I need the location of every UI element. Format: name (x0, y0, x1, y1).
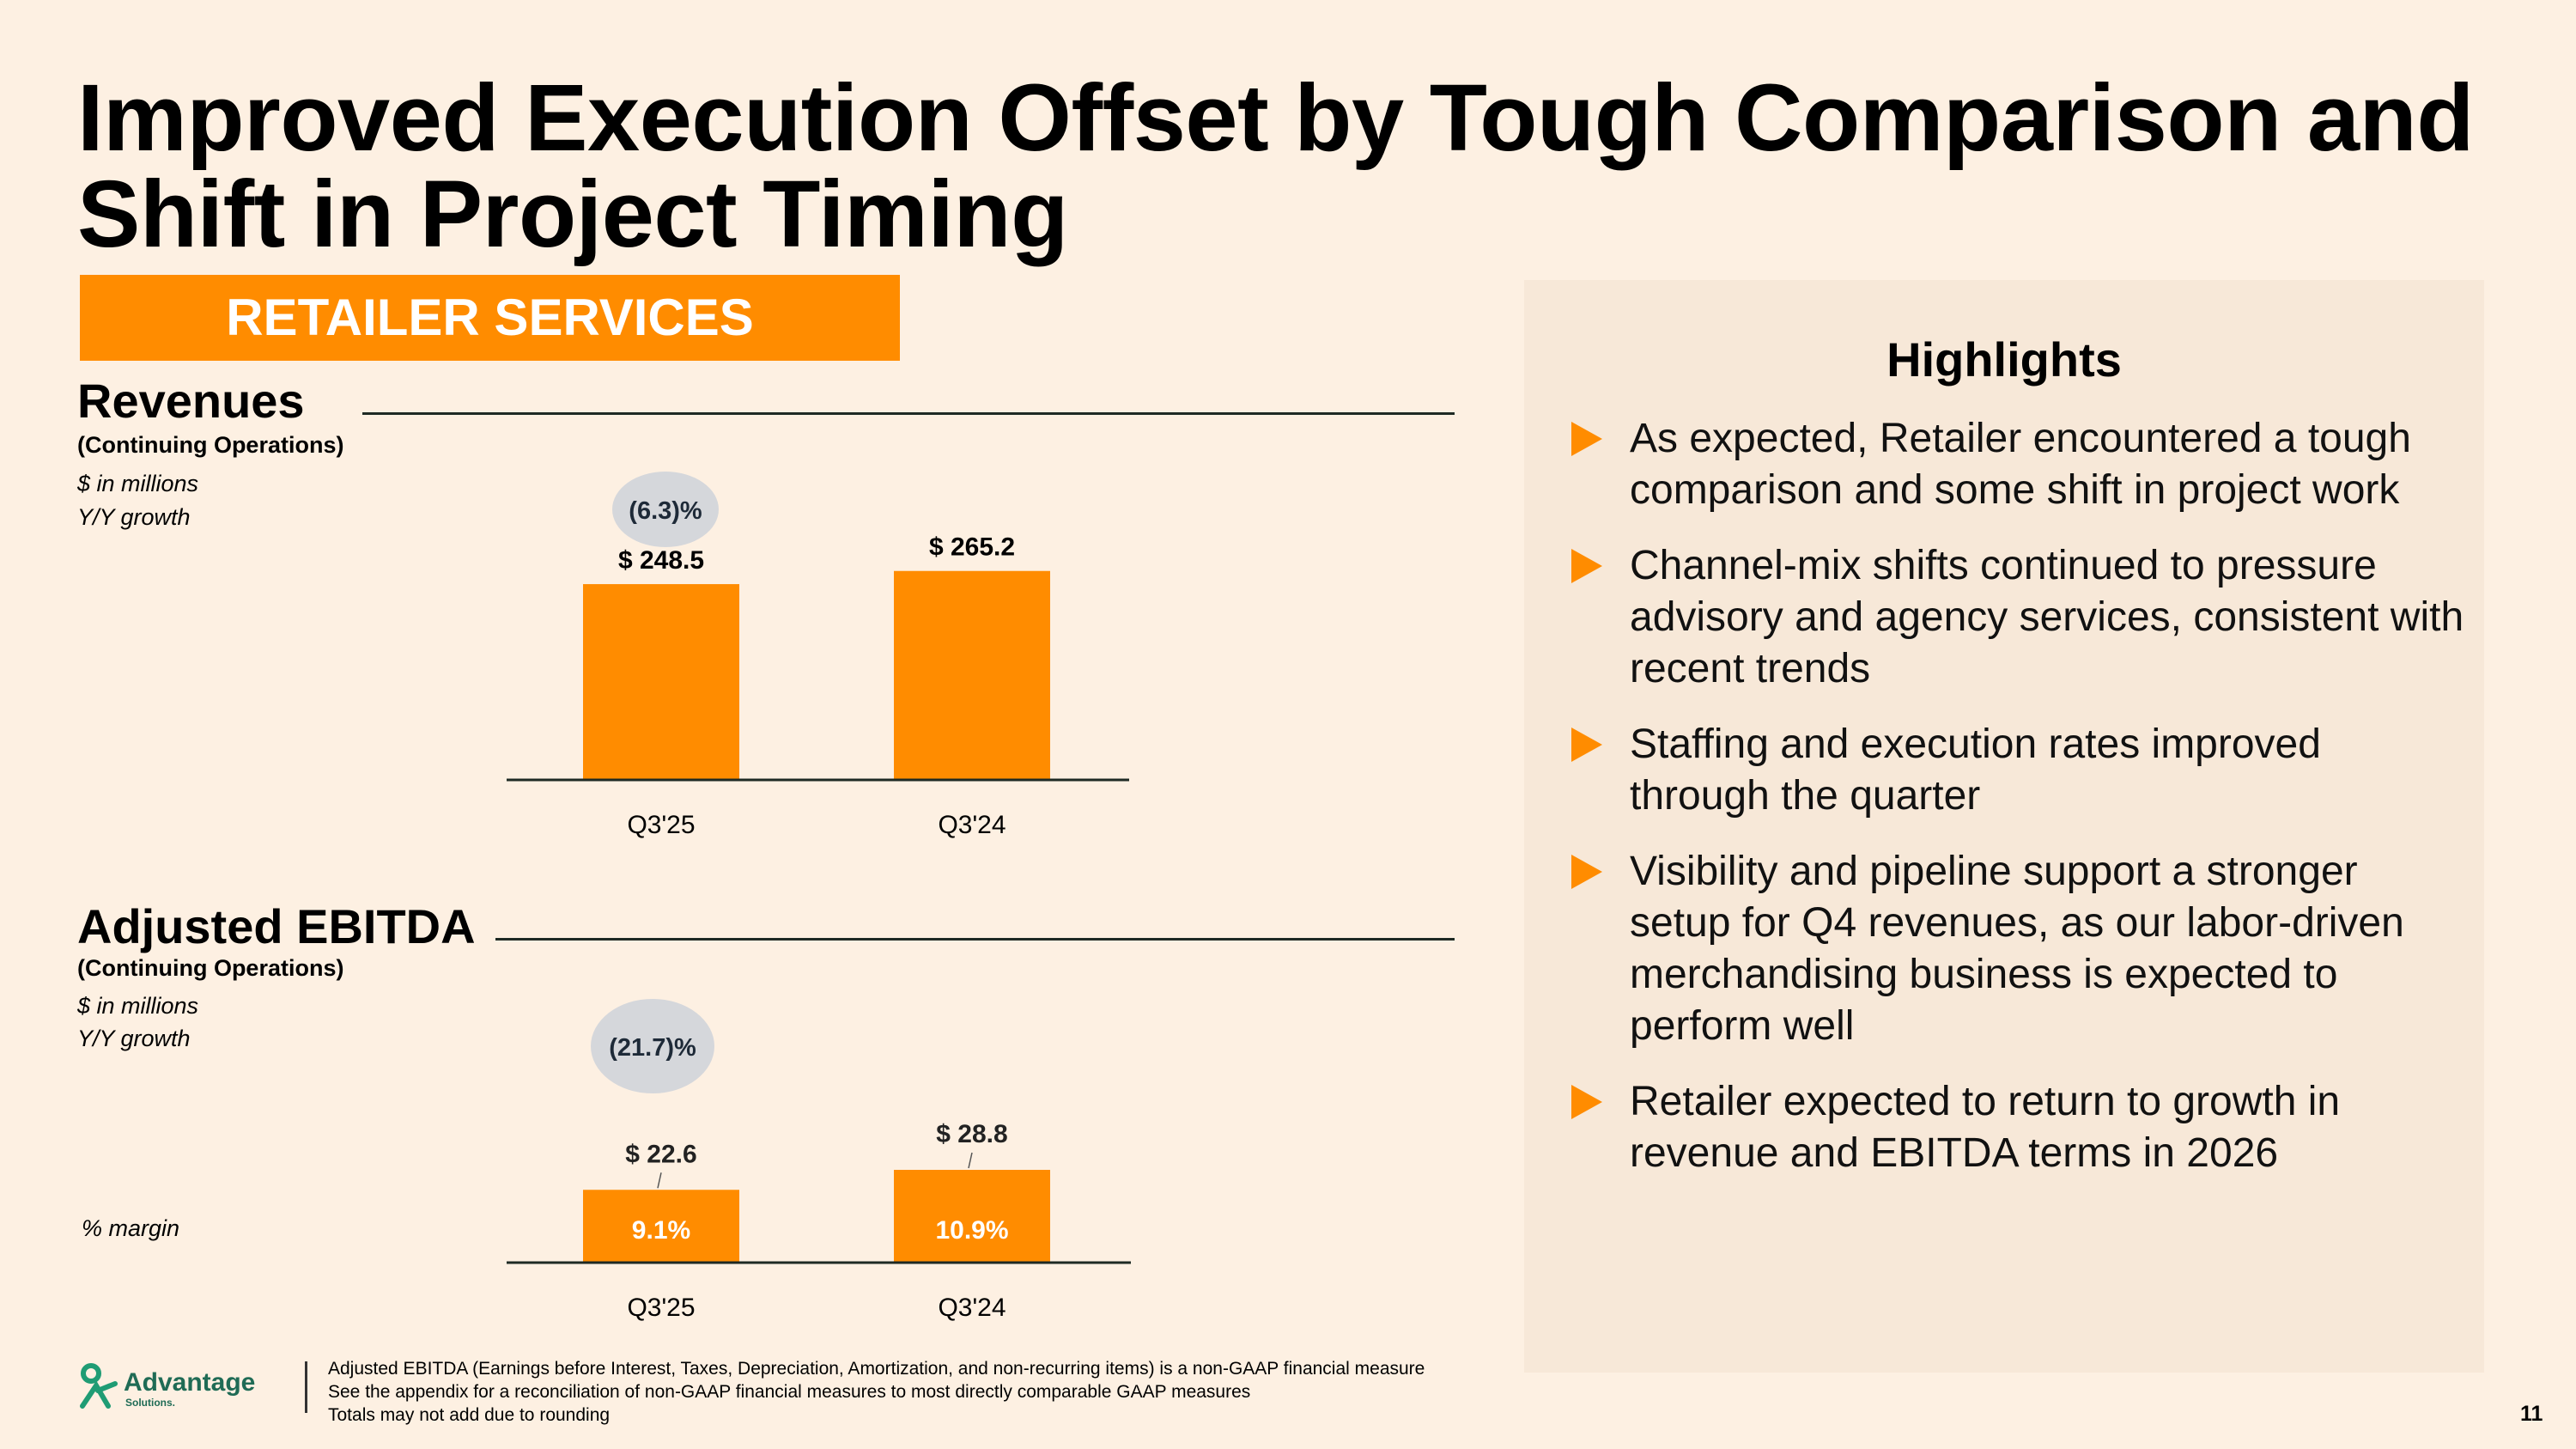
slide-title: Improved Execution Offset by Tough Compa… (77, 65, 2474, 267)
footnote: Totals may not add due to rounding (328, 1405, 611, 1425)
ebitda-category-label: Q3'24 (938, 1294, 1005, 1322)
footnote: See the appendix for a reconciliation of… (328, 1382, 1251, 1402)
section-banner: RETAILER SERVICES (80, 275, 900, 361)
page-number: 11 (2520, 1402, 2543, 1426)
revenues-category-label: Q3'25 (627, 811, 695, 839)
highlight-item: Retailer expected to return to growth in… (1571, 1076, 2464, 1179)
revenues-subtitle: (Continuing Operations) (77, 432, 344, 458)
arrow-bullet-icon (1571, 728, 1602, 762)
highlight-item: Staffing and execution rates improved th… (1571, 719, 2464, 822)
ebitda-subtitle: (Continuing Operations) (77, 955, 344, 981)
ebitda-rule (495, 938, 1455, 941)
highlight-text: Staffing and execution rates improved th… (1630, 721, 2321, 819)
ebitda-margin-label: 9.1% (632, 1216, 690, 1245)
arrow-bullet-icon (1571, 549, 1602, 583)
revenues-title: Revenues (77, 374, 305, 428)
advantage-logo-icon (80, 1363, 118, 1409)
ebitda-units: $ in millions (77, 993, 199, 1019)
ebitda-leader-line (968, 1152, 973, 1169)
ebitda-value-label: $ 22.6 (625, 1140, 696, 1168)
revenues-rule (362, 412, 1455, 415)
ebitda-growth-label: Y/Y growth (77, 1026, 191, 1051)
highlight-text: Visibility and pipeline support a strong… (1630, 849, 2404, 1049)
revenues-units: $ in millions (77, 471, 199, 496)
highlights-panel: Highlights As expected, Retailer encount… (1524, 280, 2484, 1373)
ebitda-margin-label: 10.9% (935, 1216, 1008, 1245)
advantage-logo-sub: Solutions. (125, 1397, 175, 1409)
highlight-text: Retailer expected to return to growth in… (1630, 1079, 2341, 1176)
revenues-chart: (6.3)% $ 248.5 Q3'25 $ 265.2 Q3'24 (507, 472, 1129, 839)
revenues-category-label: Q3'24 (938, 811, 1005, 839)
revenues-growth-label: Y/Y growth (77, 504, 191, 530)
revenues-growth-value: (6.3)% (629, 497, 702, 525)
ebitda-bar (583, 1190, 739, 1263)
revenues-growth-bubble (612, 472, 719, 547)
ebitda-chart: (21.7)% $ 22.6 9.1% Q3'25 $ 28.8 10.9% Q3'24 (507, 999, 1131, 1322)
ebitda-leader-line (657, 1172, 662, 1189)
ebitda-growth-bubble (591, 999, 714, 1093)
advantage-logo: Advantage Solutions. (80, 1363, 255, 1409)
ebitda-title: Adjusted EBITDA (77, 899, 476, 953)
revenues-value-label: $ 248.5 (618, 546, 704, 575)
highlights-title: Highlights (1886, 332, 2122, 387)
highlight-text: Channel-mix shifts continued to pressure… (1630, 543, 2464, 691)
highlight-item: Channel-mix shifts continued to pressure… (1571, 540, 2464, 695)
highlight-item: As expected, Retailer encountered a toug… (1571, 413, 2464, 516)
advantage-logo-name: Advantage (124, 1368, 255, 1397)
highlight-item: Visibility and pipeline support a strong… (1571, 846, 2464, 1052)
ebitda-value-label: $ 28.8 (936, 1120, 1007, 1148)
ebitda-bar (894, 1170, 1050, 1263)
revenues-bar (583, 584, 739, 780)
arrow-bullet-icon (1571, 1085, 1602, 1119)
ebitda-category-label: Q3'25 (627, 1294, 695, 1322)
arrow-bullet-icon (1571, 855, 1602, 889)
arrow-bullet-icon (1571, 422, 1602, 456)
highlights-list: As expected, Retailer encountered a toug… (1571, 413, 2464, 1203)
highlight-text: As expected, Retailer encountered a toug… (1630, 416, 2411, 513)
footnote: Adjusted EBITDA (Earnings before Interes… (328, 1359, 1425, 1379)
footer-divider (305, 1361, 307, 1413)
revenues-value-label: $ 265.2 (929, 533, 1015, 562)
footnotes: Adjusted EBITDA (Earnings before Interes… (328, 1357, 1425, 1427)
ebitda-growth-value: (21.7)% (609, 1034, 696, 1062)
revenues-bar (894, 570, 1050, 780)
ebitda-margin-label: % margin (82, 1215, 180, 1241)
